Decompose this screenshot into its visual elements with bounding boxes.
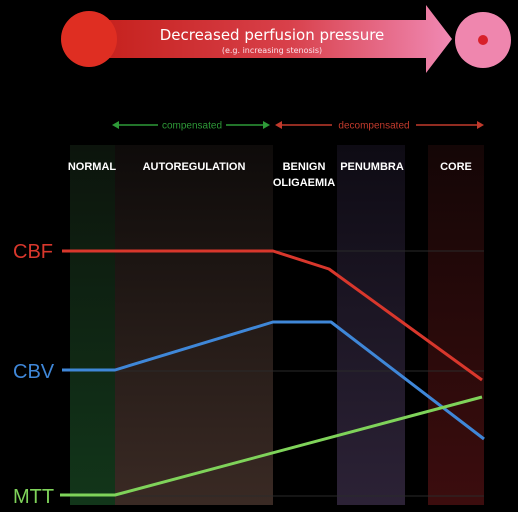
mtt-label: MTT: [13, 486, 54, 508]
stage-label-penumbra: PENUMBRA: [340, 161, 404, 173]
band-autoregulation: [115, 145, 273, 505]
arrow-start-circle: [61, 11, 117, 67]
cbf-line: [14, 249, 483, 382]
decompensated-indicator: decompensated: [275, 121, 484, 132]
cbv-line: [14, 320, 485, 441]
stage-label-normal: NORMAL: [68, 161, 117, 173]
cbf-label-bg: [10, 238, 62, 264]
cbf-label: CBF: [13, 241, 53, 263]
compensated-label: compensated: [162, 121, 222, 132]
arrow-title: Decreased perfusion pressure: [160, 26, 385, 44]
arrow-subtitle: (e.g. increasing stenosis): [222, 46, 322, 55]
compensated-arrowhead-left: [112, 121, 119, 129]
stage-label-benign: BENIGN: [283, 161, 326, 173]
band-core: [428, 145, 484, 505]
compensated-arrowhead-right: [263, 121, 270, 129]
cbv-label: CBV: [13, 361, 55, 383]
arrow-end-dot: [478, 35, 488, 45]
decompensated-arrowhead-right: [477, 121, 484, 129]
perfusion-pressure-arrow: Decreased perfusion pressure (e.g. incre…: [61, 5, 511, 73]
arrow-body: [88, 5, 452, 73]
band-penumbra: [337, 145, 405, 505]
band-normal: [70, 145, 115, 505]
mtt-label-bg: [10, 483, 60, 509]
stage-label-autoregulation: AUTOREGULATION: [143, 161, 246, 173]
stage-label-oligaemia: OLIGAEMIA: [273, 177, 335, 189]
decompensated-arrowhead-left: [275, 121, 282, 129]
compensated-indicator: compensated: [112, 121, 270, 132]
stage-label-core: CORE: [440, 161, 472, 173]
decompensated-label: decompensated: [338, 121, 409, 132]
cbv-label-bg: [10, 358, 62, 384]
